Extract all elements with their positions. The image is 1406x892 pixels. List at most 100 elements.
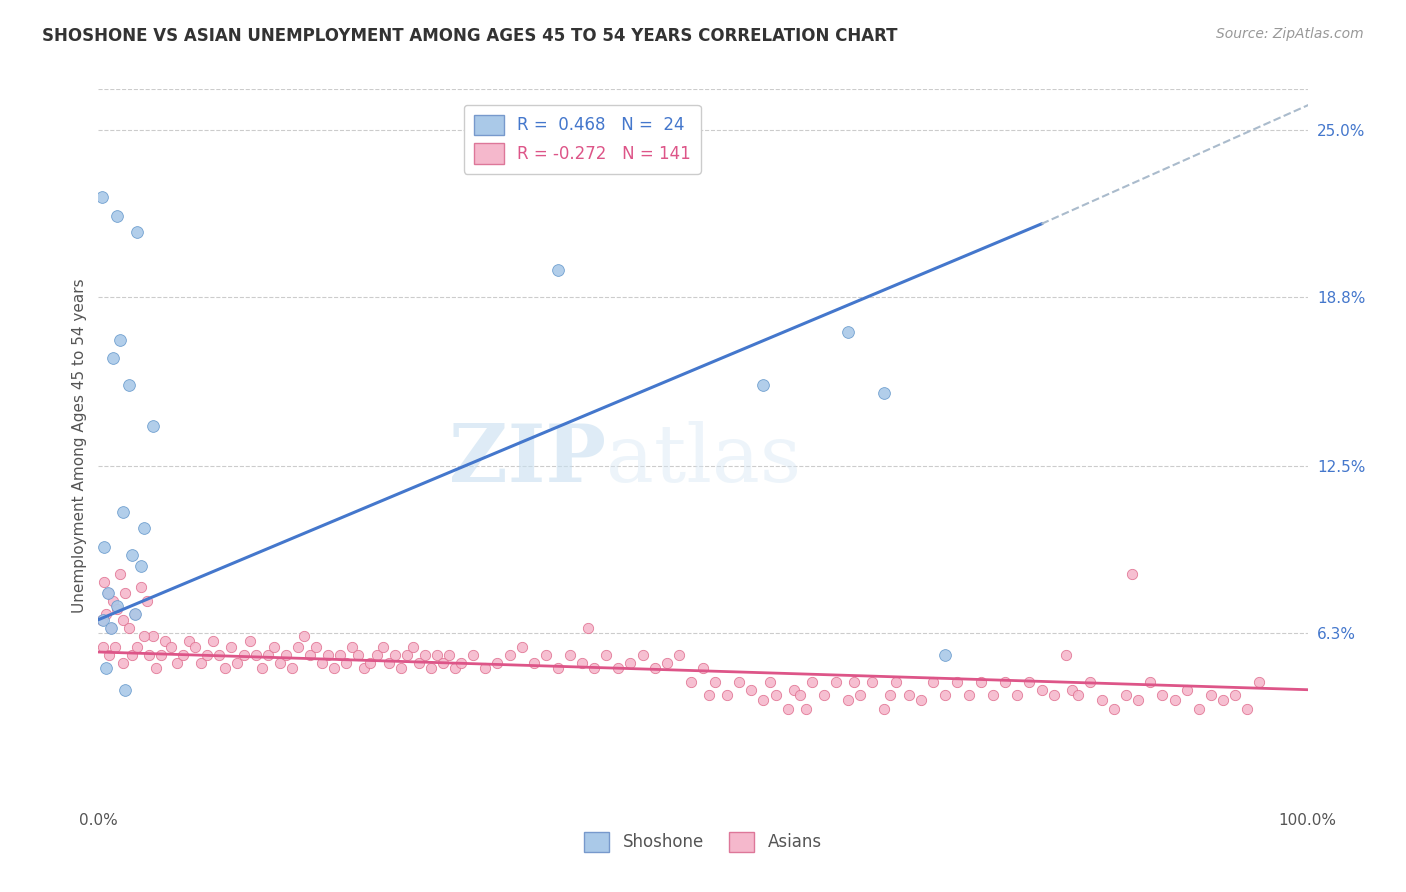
Point [118, 621, 141, 635]
Point [463, 648, 485, 662]
Point [886, 674, 908, 689]
Point [245, 648, 267, 662]
Point [1152, 688, 1174, 702]
Point [825, 674, 848, 689]
Point [1031, 682, 1053, 697]
Point [644, 661, 666, 675]
Point [145, 661, 167, 675]
Point [389, 661, 412, 675]
Point [813, 688, 835, 702]
Point [360, 656, 382, 670]
Point [450, 656, 472, 670]
Point [1139, 674, 1161, 689]
Point [873, 701, 896, 715]
Point [897, 688, 920, 702]
Point [305, 640, 328, 654]
Point [101, 351, 124, 366]
Point [129, 558, 152, 573]
Point [292, 629, 315, 643]
Point [121, 548, 143, 562]
Point [1078, 674, 1101, 689]
Point [794, 701, 817, 715]
Point [728, 674, 751, 689]
Y-axis label: Unemployment Among Ages 45 to 54 years: Unemployment Among Ages 45 to 54 years [72, 278, 87, 614]
Point [679, 674, 702, 689]
Point [114, 586, 136, 600]
Point [408, 656, 430, 670]
Point [97, 586, 120, 600]
Point [1223, 688, 1246, 702]
Point [299, 648, 322, 662]
Point [402, 640, 425, 654]
Point [111, 505, 134, 519]
Point [150, 648, 173, 662]
Point [190, 656, 212, 670]
Point [740, 682, 762, 697]
Point [783, 682, 806, 697]
Point [100, 621, 122, 635]
Point [127, 640, 149, 654]
Point [160, 640, 183, 654]
Point [837, 693, 859, 707]
Point [91, 613, 114, 627]
Point [1115, 688, 1137, 702]
Point [1067, 688, 1090, 702]
Point [873, 386, 896, 401]
Point [138, 648, 160, 662]
Point [105, 599, 128, 614]
Point [335, 656, 357, 670]
Point [1188, 701, 1211, 715]
Point [800, 674, 823, 689]
Point [1091, 693, 1114, 707]
Point [108, 333, 131, 347]
Point [104, 640, 127, 654]
Point [129, 580, 152, 594]
Point [1236, 701, 1258, 715]
Point [1212, 693, 1234, 707]
Point [1121, 566, 1143, 581]
Point [994, 674, 1017, 689]
Point [366, 648, 388, 662]
Point [172, 648, 194, 662]
Point [1018, 674, 1040, 689]
Point [1249, 674, 1271, 689]
Point [1102, 701, 1125, 715]
Point [153, 634, 176, 648]
Point [127, 225, 149, 239]
Point [547, 661, 569, 675]
Point [970, 674, 993, 689]
Point [716, 688, 738, 702]
Point [910, 693, 932, 707]
Text: atlas: atlas [606, 421, 801, 500]
Point [105, 602, 128, 616]
Point [111, 656, 134, 670]
Point [1199, 688, 1222, 702]
Point [142, 629, 165, 643]
Point [946, 674, 969, 689]
Point [371, 640, 394, 654]
Point [342, 640, 364, 654]
Point [274, 648, 297, 662]
Point [91, 613, 114, 627]
Point [758, 674, 780, 689]
Point [486, 656, 509, 670]
Point [426, 648, 449, 662]
Point [134, 629, 156, 643]
Point [921, 674, 943, 689]
Point [195, 648, 218, 662]
Point [432, 656, 454, 670]
Point [631, 648, 654, 662]
Point [571, 656, 593, 670]
Point [114, 682, 136, 697]
Point [558, 648, 581, 662]
Point [226, 656, 249, 670]
Point [124, 607, 146, 622]
Point [135, 594, 157, 608]
Point [534, 648, 557, 662]
Point [934, 648, 956, 662]
Point [214, 661, 236, 675]
Point [311, 656, 333, 670]
Point [134, 521, 156, 535]
Point [208, 648, 231, 662]
Point [844, 674, 866, 689]
